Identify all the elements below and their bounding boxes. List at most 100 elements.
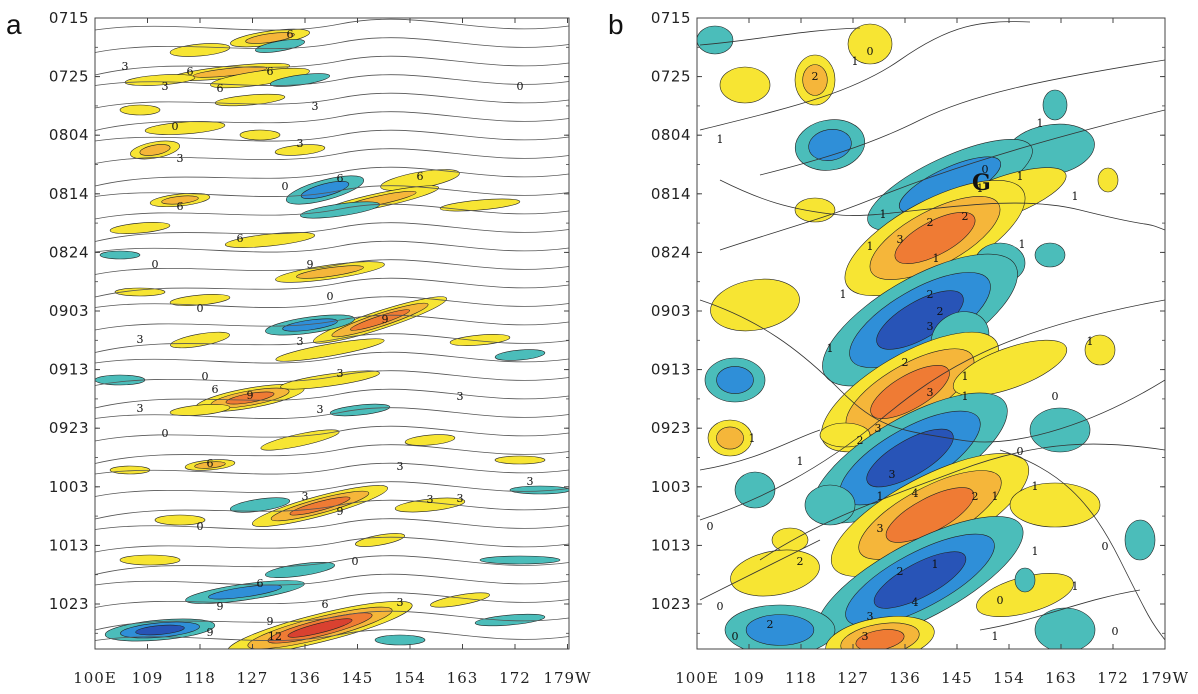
positive-anomaly-blob bbox=[730, 549, 820, 597]
negative-anomaly-blob bbox=[509, 485, 569, 495]
contour-label: 9 bbox=[382, 313, 389, 326]
negative-anomaly-blob bbox=[282, 318, 338, 332]
contour-label: 6 bbox=[177, 200, 184, 213]
panel-a-x-axis: 100E 109 118 127 136 145 154 163 172 179W bbox=[73, 18, 591, 687]
contour-line bbox=[95, 370, 569, 386]
contour-line bbox=[95, 222, 569, 242]
y-tick-label: 1023 bbox=[651, 595, 691, 613]
x-tick-label: 100E bbox=[73, 669, 117, 687]
contour-label: 1 bbox=[933, 252, 940, 265]
positive-anomaly-blob bbox=[394, 497, 466, 513]
negative-anomaly-blob bbox=[808, 129, 852, 161]
y-tick-label: 0804 bbox=[49, 126, 89, 144]
positive-anomaly-blob bbox=[494, 455, 546, 465]
negative-anomaly-blob bbox=[716, 366, 754, 394]
contour-label: 1 bbox=[880, 208, 887, 221]
contour-label: 3 bbox=[137, 333, 144, 346]
contour-label: 0 bbox=[197, 302, 204, 315]
contour-label: 2 bbox=[797, 555, 804, 568]
contour-label: 6 bbox=[322, 598, 329, 611]
contour-label: 3 bbox=[527, 475, 534, 488]
positive-anomaly-blob bbox=[239, 129, 281, 141]
contour-line bbox=[95, 610, 569, 631]
contour-label: 2 bbox=[927, 216, 934, 229]
contour-label: 1 bbox=[1037, 117, 1044, 130]
contour-label: 2 bbox=[902, 356, 909, 369]
y-tick-label: 0715 bbox=[49, 9, 89, 27]
contour-line bbox=[95, 388, 569, 409]
contour-label: 1 bbox=[992, 630, 999, 643]
negative-anomaly-blob bbox=[135, 624, 185, 636]
contour-label: 1 bbox=[877, 490, 884, 503]
contour-label: 0 bbox=[982, 163, 989, 176]
y-tick-label: 0715 bbox=[651, 9, 691, 27]
contour-label: 0 bbox=[197, 520, 204, 533]
panel-a-letter: a bbox=[6, 9, 22, 40]
y-tick-label: 1013 bbox=[651, 536, 691, 554]
contour-label: 9 bbox=[337, 505, 344, 518]
contour-label: 0 bbox=[1112, 625, 1119, 638]
contour-line bbox=[95, 240, 569, 253]
contour-line bbox=[95, 166, 569, 187]
contour-label: 6 bbox=[212, 383, 219, 396]
contour-label: 3 bbox=[457, 492, 464, 505]
x-tick-label: 172 bbox=[1097, 669, 1129, 687]
contour-label: 3 bbox=[397, 460, 404, 473]
positive-anomaly-blob bbox=[124, 74, 196, 86]
contour-label: 3 bbox=[897, 233, 904, 246]
contour-label: 0 bbox=[732, 630, 739, 643]
negative-anomaly-blob bbox=[208, 584, 282, 600]
positive-anomaly-blob bbox=[144, 121, 226, 135]
positive-anomaly-blob bbox=[1084, 334, 1116, 366]
contour-label: 1 bbox=[827, 342, 834, 355]
positive-anomaly-blob bbox=[119, 554, 181, 566]
panel-b-y-axis: 0715072508040814082409030913092310031013… bbox=[651, 9, 1165, 634]
positive-anomaly-blob bbox=[280, 370, 380, 390]
contour-label: 6 bbox=[337, 172, 344, 185]
positive-anomaly-blob bbox=[802, 64, 828, 96]
contour-label: 0 bbox=[162, 427, 169, 440]
contour-line bbox=[95, 462, 569, 475]
contour-label: 1 bbox=[717, 133, 724, 146]
y-tick-label: 0824 bbox=[49, 243, 89, 261]
contour-label: 0 bbox=[1052, 390, 1059, 403]
contour-line bbox=[699, 539, 821, 601]
negative-anomaly-blob bbox=[734, 471, 776, 509]
contour-label: 3 bbox=[297, 335, 304, 348]
positive-anomaly-blob bbox=[114, 287, 166, 297]
contour-label: 9 bbox=[307, 258, 314, 271]
contour-label: 3 bbox=[312, 100, 319, 113]
contour-line bbox=[95, 277, 569, 298]
contour-label: 6 bbox=[267, 65, 274, 78]
contour-line bbox=[95, 444, 569, 464]
contour-label: 3 bbox=[875, 422, 882, 435]
x-tick-label: 163 bbox=[1045, 669, 1077, 687]
negative-anomaly-blob bbox=[876, 290, 964, 350]
contour-label: 3 bbox=[867, 610, 874, 623]
contour-line bbox=[95, 407, 569, 419]
contour-label: 0 bbox=[172, 120, 179, 133]
positive-anomaly-blob bbox=[275, 338, 385, 362]
y-tick-label: 0804 bbox=[651, 126, 691, 144]
y-tick-label: 0725 bbox=[49, 68, 89, 86]
panel-a-contour-lines bbox=[95, 18, 569, 641]
positive-anomaly-blob bbox=[870, 365, 950, 419]
contour-label: 1 bbox=[1019, 238, 1026, 251]
positive-anomaly-blob bbox=[1097, 167, 1119, 193]
contour-line bbox=[95, 629, 569, 641]
contour-label: 0 bbox=[517, 80, 524, 93]
negative-anomaly-blob bbox=[1014, 567, 1036, 593]
contour-label: 1 bbox=[867, 240, 874, 253]
contour-label: 3 bbox=[457, 390, 464, 403]
contour-label: 3 bbox=[317, 403, 324, 416]
contour-label: 1 bbox=[1017, 170, 1024, 183]
contour-line bbox=[95, 573, 569, 586]
contour-line bbox=[95, 129, 569, 142]
y-tick-label: 0913 bbox=[49, 361, 89, 379]
positive-anomaly-blob bbox=[289, 496, 351, 516]
contour-label: 1 bbox=[840, 288, 847, 301]
positive-anomaly-blob bbox=[109, 222, 171, 234]
